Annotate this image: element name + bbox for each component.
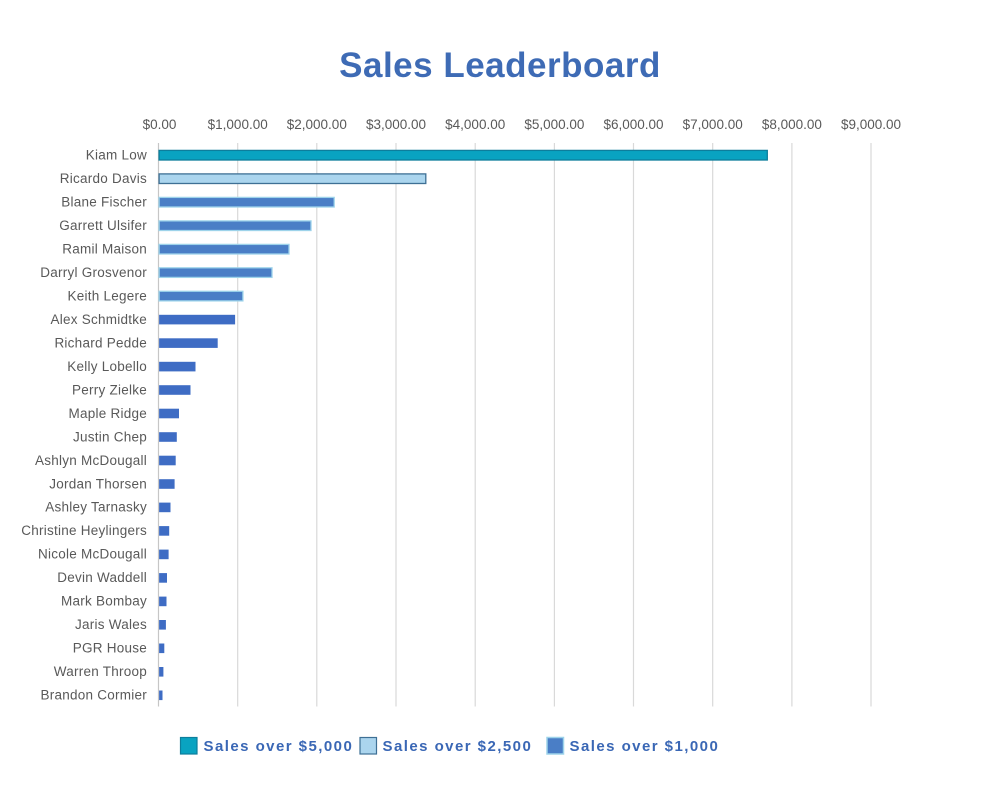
svg-text:Sales Leaderboard: Sales Leaderboard — [339, 46, 661, 85]
svg-text:Ramil Maison: Ramil Maison — [62, 241, 147, 256]
svg-text:Garrett Ulsifer: Garrett Ulsifer — [59, 218, 147, 233]
svg-text:Jaris Wales: Jaris Wales — [75, 617, 147, 632]
svg-text:$9,000.00: $9,000.00 — [841, 117, 901, 132]
svg-text:Nicole McDougall: Nicole McDougall — [38, 547, 147, 562]
svg-text:PGR House: PGR House — [73, 641, 147, 656]
svg-text:$7,000.00: $7,000.00 — [683, 117, 743, 132]
svg-text:Kiam Low: Kiam Low — [86, 148, 147, 163]
svg-text:$2,000.00: $2,000.00 — [287, 117, 347, 132]
svg-text:Perry Zielke: Perry Zielke — [72, 382, 147, 397]
svg-text:Darryl Grosvenor: Darryl Grosvenor — [40, 265, 147, 280]
svg-text:$4,000.00: $4,000.00 — [445, 117, 505, 132]
svg-text:Maple Ridge: Maple Ridge — [68, 406, 147, 421]
svg-text:$5,000.00: $5,000.00 — [524, 117, 584, 132]
svg-text:Ricardo Davis: Ricardo Davis — [60, 171, 147, 186]
svg-text:Keith Legere: Keith Legere — [67, 288, 147, 303]
svg-text:$0.00: $0.00 — [143, 117, 177, 132]
svg-text:Jordan Thorsen: Jordan Thorsen — [49, 476, 147, 491]
svg-text:Kelly Lobello: Kelly Lobello — [67, 359, 147, 374]
svg-text:$8,000.00: $8,000.00 — [762, 117, 822, 132]
svg-text:Christine Heylingers: Christine Heylingers — [21, 523, 147, 538]
svg-text:Blane Fischer: Blane Fischer — [61, 195, 147, 210]
svg-text:Justin Chep: Justin Chep — [73, 429, 147, 444]
svg-text:Ashley Tarnasky: Ashley Tarnasky — [45, 500, 147, 515]
svg-text:Warren Throop: Warren Throop — [54, 664, 147, 679]
svg-text:Sales over $1,000: Sales over $1,000 — [570, 738, 720, 755]
svg-text:Sales over $5,000: Sales over $5,000 — [204, 738, 354, 755]
svg-text:$3,000.00: $3,000.00 — [366, 117, 426, 132]
svg-text:Richard Pedde: Richard Pedde — [54, 335, 147, 350]
svg-text:Brandon Cormier: Brandon Cormier — [40, 688, 147, 703]
svg-text:Devin Waddell: Devin Waddell — [57, 570, 147, 585]
svg-text:$6,000.00: $6,000.00 — [603, 117, 663, 132]
svg-text:Alex Schmidtke: Alex Schmidtke — [50, 312, 147, 327]
svg-text:Ashlyn McDougall: Ashlyn McDougall — [35, 453, 147, 468]
svg-text:Mark Bombay: Mark Bombay — [61, 594, 147, 609]
svg-text:$1,000.00: $1,000.00 — [208, 117, 268, 132]
svg-text:Sales over $2,500: Sales over $2,500 — [383, 738, 533, 755]
